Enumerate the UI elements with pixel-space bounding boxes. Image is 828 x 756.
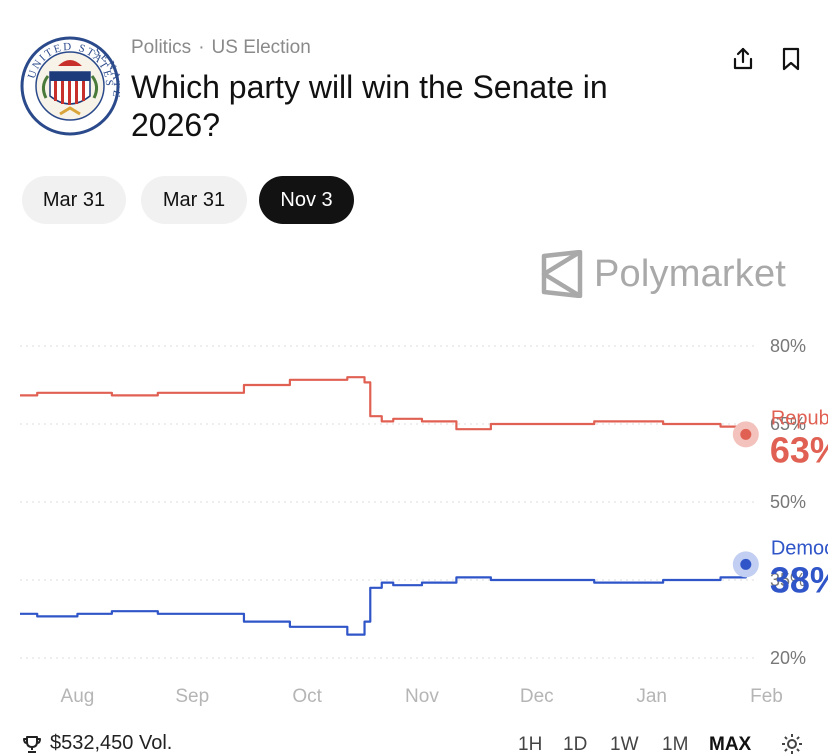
series-name-label: Democratic Party — [771, 537, 828, 559]
date-pill-selected[interactable]: Nov 3 — [259, 176, 354, 224]
series-end-point — [740, 558, 752, 570]
x-tick-label: Aug — [61, 686, 95, 707]
x-tick-label: Feb — [750, 686, 783, 707]
x-tick-label: Oct — [292, 686, 322, 707]
series-line — [20, 564, 747, 636]
chart-footer: $532,450 Vol. 1H 1D 1W 1M MAX — [0, 728, 828, 756]
x-axis-ticks: Aug Sep Oct Nov Dec Jan Feb — [61, 686, 783, 707]
breadcrumb-separator: · — [198, 37, 205, 58]
share-button[interactable] — [728, 44, 758, 74]
y-axis-ticks: 80% 65% 50% 35% 20% — [770, 336, 806, 668]
y-tick-label: 50% — [770, 492, 806, 512]
date-pill-1[interactable]: Mar 31 — [22, 176, 126, 224]
watermark-text: Polymarket — [594, 252, 787, 295]
series-end-point — [740, 428, 752, 440]
x-tick-label: Dec — [520, 686, 554, 707]
volume-text: $532,450 Vol. — [50, 732, 173, 754]
y-tick-label: 35% — [770, 570, 806, 590]
trophy-icon — [23, 735, 41, 753]
y-tick-label: 65% — [770, 414, 806, 434]
y-tick-label: 20% — [770, 648, 806, 668]
volume-display: $532,450 Vol. — [22, 732, 172, 755]
range-1w[interactable]: 1W — [610, 734, 639, 755]
date-pill-2[interactable]: Mar 31 — [141, 176, 247, 224]
market-title: Which party will win the Senate in 2026? — [131, 69, 608, 143]
x-tick-label: Sep — [175, 686, 209, 707]
breadcrumb: Politics · US Election — [131, 37, 311, 59]
range-1h[interactable]: 1H — [518, 734, 543, 755]
series-value-label: 38% — [770, 559, 828, 600]
series-value-label: 63% — [770, 429, 828, 470]
breadcrumb-category[interactable]: Politics — [131, 37, 192, 58]
polymarket-logo-icon — [541, 250, 583, 298]
gear-icon[interactable] — [780, 732, 804, 756]
chart-gridlines — [20, 345, 755, 659]
range-1d[interactable]: 1D — [563, 734, 588, 755]
price-chart[interactable]: 80% 65% 50% 35% 20% Aug Sep Oct Nov Dec Jan Feb Re… — [0, 320, 828, 720]
share-icon — [733, 47, 753, 70]
y-tick-label: 80% — [770, 336, 806, 356]
senate-seal: UNITED STATES SENATE — [20, 36, 121, 136]
range-1m[interactable]: 1M — [662, 734, 689, 755]
series-line — [20, 376, 747, 435]
x-tick-label: Nov — [405, 686, 439, 707]
x-tick-label: Jan — [636, 686, 667, 707]
range-max[interactable]: MAX — [709, 734, 752, 755]
bookmark-button[interactable] — [776, 44, 806, 74]
polymarket-watermark: Polymarket — [540, 248, 786, 300]
series-name-label: Republican Party — [771, 407, 828, 429]
bookmark-icon — [782, 47, 800, 71]
breadcrumb-subcategory[interactable]: US Election — [211, 37, 311, 58]
chart-series: Republican Party63% Democratic Party38% — [20, 376, 828, 636]
